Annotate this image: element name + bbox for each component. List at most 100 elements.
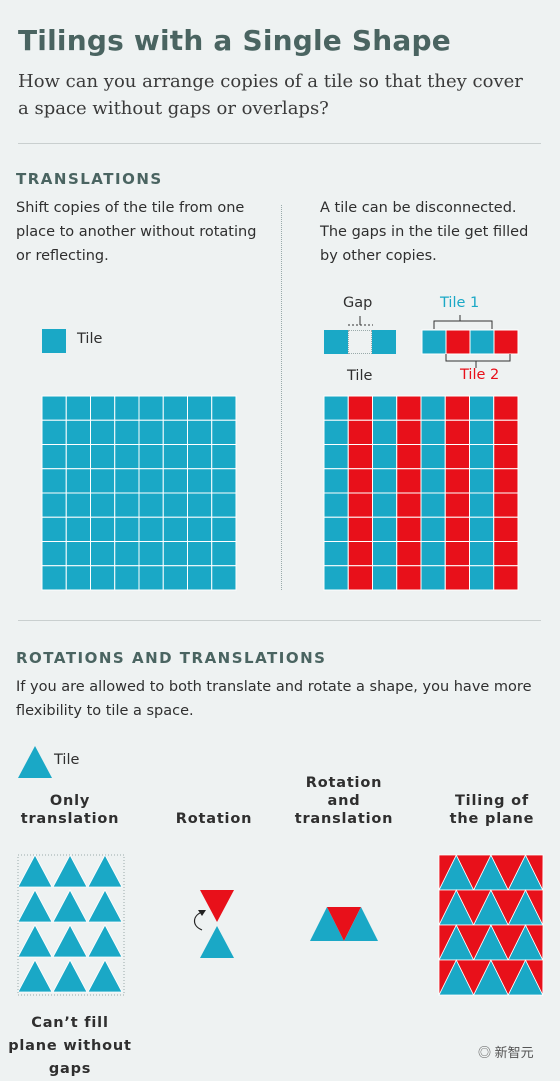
grid-cell — [41, 419, 67, 445]
grid-cell — [211, 419, 237, 445]
grid-cell — [444, 468, 470, 494]
grid-cell — [187, 444, 213, 470]
grid-cell — [138, 516, 164, 542]
grid-cell — [396, 444, 422, 470]
translations-right-text: A tile can be disconnected. The gaps in … — [320, 200, 529, 264]
divider-top — [18, 143, 541, 144]
triangle — [17, 889, 53, 923]
grid-cell — [211, 516, 237, 542]
grid-cell — [347, 541, 373, 567]
grid-cell — [372, 419, 398, 445]
tile2-bracket-icon — [445, 354, 511, 368]
triangle — [87, 924, 123, 958]
col-rotation-translation: Rotation and translation — [294, 775, 394, 827]
tile1-bracket-icon — [433, 315, 493, 329]
watermark: ◎ 新智元 — [478, 1042, 534, 1061]
grid-cell — [493, 395, 519, 421]
grid-cell — [41, 468, 67, 494]
grid-cell — [469, 395, 495, 421]
triangle-down — [438, 959, 457, 996]
col-rotation: Rotation — [175, 811, 253, 827]
grid-cell — [65, 565, 91, 591]
divider-middle — [18, 620, 541, 621]
grid-cell — [162, 565, 188, 591]
grid-cell — [65, 541, 91, 567]
triangle — [17, 959, 53, 993]
grid-cell — [162, 492, 188, 518]
grid-cell — [138, 541, 164, 567]
gap-bracket-icon — [348, 316, 373, 326]
grid-cell — [420, 516, 446, 542]
grid-cell — [187, 492, 213, 518]
grid-cell — [65, 419, 91, 445]
grid-cell — [211, 565, 237, 591]
tile-strip-legend — [421, 329, 519, 355]
col-tiling-plane: Tiling of the plane — [449, 793, 535, 827]
grid-cell — [90, 444, 116, 470]
triangle-down — [524, 854, 544, 891]
grid-cell — [162, 516, 188, 542]
grid-cell — [396, 395, 422, 421]
grid-cell — [493, 468, 519, 494]
grid-cell — [420, 468, 446, 494]
wechat-icon: ◎ — [478, 1045, 492, 1060]
grid-cell — [41, 492, 67, 518]
grid-cell — [162, 419, 188, 445]
grid-cell — [211, 395, 237, 421]
translations-left-text: Shift copies of the tile from one place … — [16, 200, 257, 264]
tile1-label: Tile 1 — [440, 295, 480, 311]
grid-cell — [420, 419, 446, 445]
section-heading-translations: TRANSLATIONS — [16, 170, 163, 188]
grid-cell — [138, 395, 164, 421]
grid-cell — [323, 541, 349, 567]
gap-cell — [348, 330, 372, 354]
grid-cell — [444, 516, 470, 542]
grid-cell — [90, 492, 116, 518]
grid-cell — [138, 492, 164, 518]
triangle-down — [524, 924, 544, 961]
grid-cell — [90, 516, 116, 542]
triangle — [52, 924, 88, 958]
triangle-plane-tiling — [438, 854, 544, 996]
grid-cell — [396, 468, 422, 494]
gap-caption: Can’t fill plane without gaps — [8, 1015, 132, 1077]
grid-cell — [396, 565, 422, 591]
triangle — [87, 889, 123, 923]
grid-cell — [41, 395, 67, 421]
triangle-down — [455, 959, 492, 996]
grid-cell — [372, 395, 398, 421]
triangle — [87, 959, 123, 993]
grid-cell — [114, 516, 140, 542]
grid-cell — [211, 541, 237, 567]
grid-cell — [65, 468, 91, 494]
grid-cell — [469, 444, 495, 470]
grid-cell — [211, 444, 237, 470]
grid-cell — [114, 419, 140, 445]
grid-cell — [114, 492, 140, 518]
grid-cell — [493, 565, 519, 591]
grid-cell — [65, 444, 91, 470]
grid-cell — [90, 468, 116, 494]
grid-cell — [493, 516, 519, 542]
triangle-down — [490, 854, 527, 891]
triangle — [17, 924, 53, 958]
grid-cell — [138, 565, 164, 591]
grid-cell — [347, 492, 373, 518]
grid-cell — [420, 565, 446, 591]
triangle-down — [438, 924, 457, 961]
grid-cell — [469, 565, 495, 591]
grid-cell — [323, 565, 349, 591]
grid-cell — [372, 516, 398, 542]
grid-cell — [469, 541, 495, 567]
grid-cell — [65, 395, 91, 421]
disconnected-tiling-grid — [323, 395, 519, 591]
grid-cell — [493, 419, 519, 445]
grid-cell — [469, 419, 495, 445]
triangle-tile-label: Tile — [54, 752, 80, 768]
grid-cell — [323, 444, 349, 470]
grid-cell — [138, 444, 164, 470]
tile-label-right: Tile — [347, 368, 373, 384]
grid-cell — [90, 395, 116, 421]
grid-cell — [372, 468, 398, 494]
grid-cell — [162, 395, 188, 421]
